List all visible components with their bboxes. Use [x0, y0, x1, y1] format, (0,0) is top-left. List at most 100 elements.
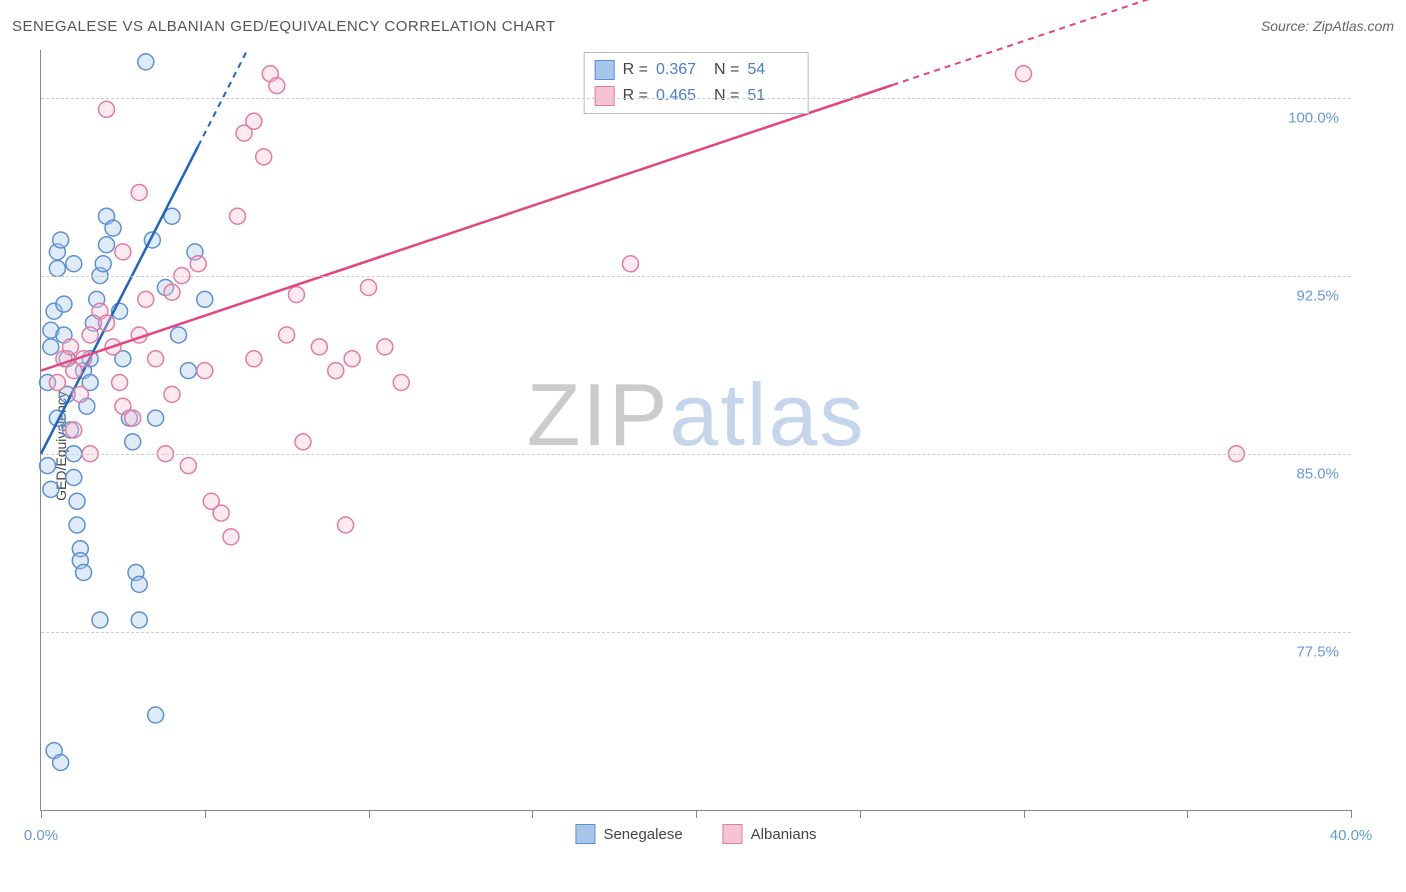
- data-point: [361, 280, 377, 296]
- data-point: [43, 481, 59, 497]
- chart-source: Source: ZipAtlas.com: [1261, 18, 1394, 35]
- r-label: R =: [623, 83, 648, 109]
- data-point: [148, 351, 164, 367]
- data-point: [43, 339, 59, 355]
- data-point: [53, 232, 69, 248]
- data-point: [131, 576, 147, 592]
- x-tick-label: 0.0%: [24, 827, 58, 844]
- gridline-h: [41, 276, 1351, 277]
- gridline-h: [41, 632, 1351, 633]
- data-point: [66, 256, 82, 272]
- stats-row-senegalese: R = 0.367 N = 54: [595, 57, 798, 83]
- data-point: [256, 149, 272, 165]
- n-label: N =: [714, 83, 739, 109]
- data-point: [66, 422, 82, 438]
- data-point: [223, 529, 239, 545]
- x-tick: [1187, 810, 1188, 818]
- data-point: [246, 351, 262, 367]
- data-point: [148, 707, 164, 723]
- data-point: [138, 291, 154, 307]
- data-point: [288, 287, 304, 303]
- data-point: [95, 256, 111, 272]
- data-point: [393, 375, 409, 391]
- data-point: [269, 78, 285, 94]
- y-tick-label: 100.0%: [1284, 109, 1343, 126]
- legend-label-senegalese: Senegalese: [603, 826, 682, 843]
- x-tick: [41, 810, 42, 818]
- legend-label-albanians: Albanians: [751, 826, 817, 843]
- legend-item-albanians: Albanians: [723, 824, 817, 844]
- legend-swatch-senegalese: [575, 824, 595, 844]
- x-tick: [1351, 810, 1352, 818]
- x-tick: [696, 810, 697, 818]
- data-point: [56, 296, 72, 312]
- chart-header: SENEGALESE VS ALBANIAN GED/EQUIVALENCY C…: [12, 18, 1394, 35]
- trend-line-extrapolated: [893, 0, 1352, 85]
- data-point: [197, 363, 213, 379]
- data-point: [279, 327, 295, 343]
- data-point: [131, 185, 147, 201]
- n-value-albanians: 51: [747, 83, 797, 109]
- stats-row-albanians: R = 0.465 N = 51: [595, 83, 798, 109]
- swatch-albanians: [595, 86, 615, 106]
- data-point: [230, 208, 246, 224]
- chart-svg: [41, 50, 1351, 810]
- data-point: [115, 244, 131, 260]
- gridline-h: [41, 98, 1351, 99]
- data-point: [246, 113, 262, 129]
- data-point: [190, 256, 206, 272]
- data-point: [112, 375, 128, 391]
- data-point: [125, 410, 141, 426]
- r-value-albanians: 0.465: [656, 83, 706, 109]
- data-point: [40, 458, 56, 474]
- data-point: [72, 386, 88, 402]
- n-label: N =: [714, 57, 739, 83]
- data-point: [69, 517, 85, 533]
- data-point: [148, 410, 164, 426]
- x-tick-label: 40.0%: [1330, 827, 1373, 844]
- data-point: [377, 339, 393, 355]
- data-point: [311, 339, 327, 355]
- data-point: [338, 517, 354, 533]
- data-point: [69, 493, 85, 509]
- data-point: [1016, 66, 1032, 82]
- chart-title: SENEGALESE VS ALBANIAN GED/EQUIVALENCY C…: [12, 18, 556, 35]
- gridline-h: [41, 454, 1351, 455]
- x-tick: [205, 810, 206, 818]
- data-point: [180, 363, 196, 379]
- n-value-senegalese: 54: [747, 57, 797, 83]
- data-point: [49, 261, 65, 277]
- data-point: [344, 351, 360, 367]
- data-point: [99, 101, 115, 117]
- data-point: [171, 327, 187, 343]
- data-point: [164, 386, 180, 402]
- data-point: [213, 505, 229, 521]
- bottom-legend: Senegalese Albanians: [575, 824, 816, 844]
- data-point: [66, 470, 82, 486]
- data-point: [131, 612, 147, 628]
- plot-area: ZIPatlas R = 0.367 N = 54 R = 0.465 N = …: [40, 50, 1351, 811]
- data-point: [49, 375, 65, 391]
- swatch-senegalese: [595, 60, 615, 80]
- data-point: [180, 458, 196, 474]
- data-point: [138, 54, 154, 70]
- data-point: [105, 220, 121, 236]
- data-point: [99, 315, 115, 331]
- data-point: [92, 612, 108, 628]
- legend-swatch-albanians: [723, 824, 743, 844]
- data-point: [125, 434, 141, 450]
- x-tick: [369, 810, 370, 818]
- trend-line: [41, 85, 893, 371]
- data-point: [295, 434, 311, 450]
- legend-item-senegalese: Senegalese: [575, 824, 682, 844]
- data-point: [328, 363, 344, 379]
- stats-legend: R = 0.367 N = 54 R = 0.465 N = 51: [584, 52, 809, 114]
- data-point: [76, 565, 92, 581]
- data-point: [197, 291, 213, 307]
- data-point: [53, 755, 69, 771]
- x-tick: [1024, 810, 1025, 818]
- data-point: [99, 237, 115, 253]
- y-tick-label: 77.5%: [1292, 643, 1343, 660]
- r-value-senegalese: 0.367: [656, 57, 706, 83]
- data-point: [623, 256, 639, 272]
